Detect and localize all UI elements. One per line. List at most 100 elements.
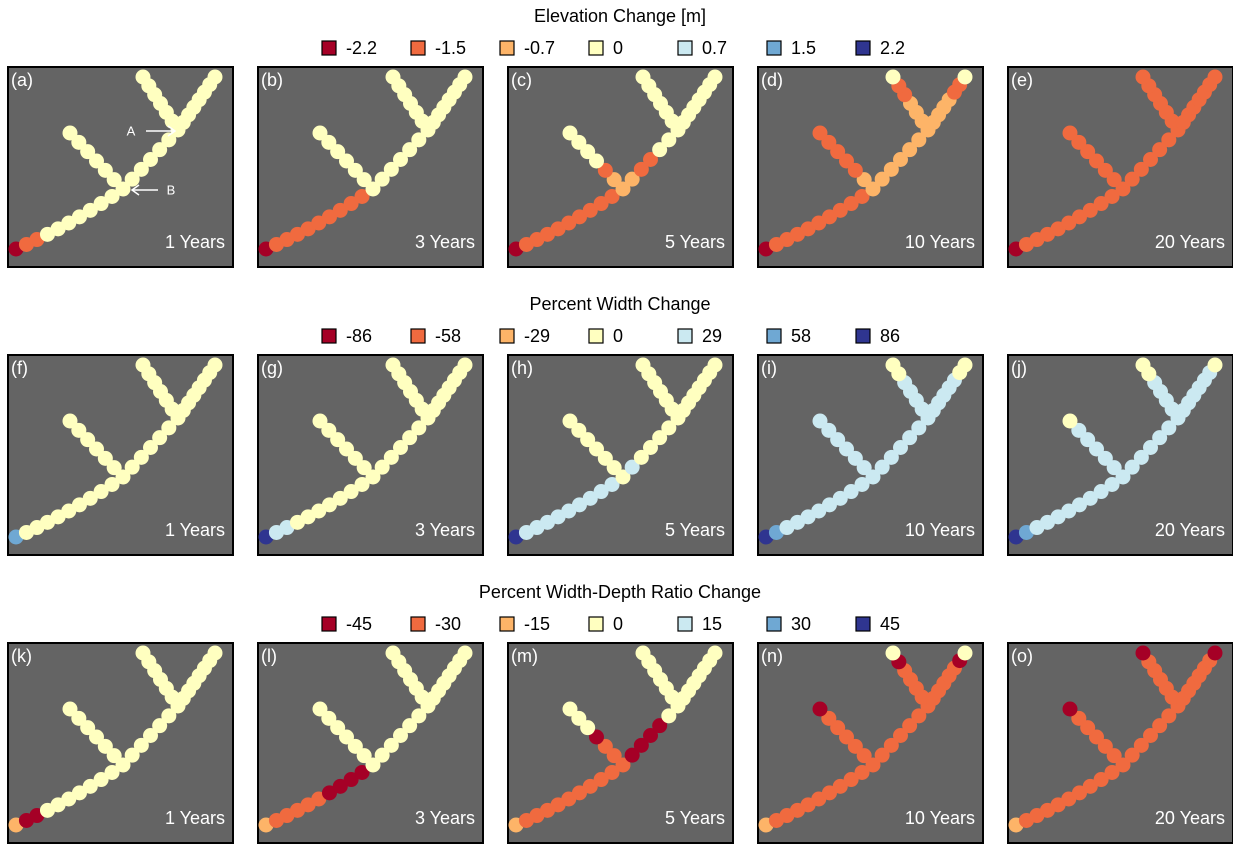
dot bbox=[354, 188, 370, 204]
legend-label: 86 bbox=[880, 326, 900, 346]
dot bbox=[1135, 645, 1151, 661]
dot bbox=[843, 484, 859, 500]
dot bbox=[97, 450, 113, 466]
dot bbox=[606, 748, 622, 764]
legend-label: 0 bbox=[613, 614, 623, 634]
dot bbox=[839, 441, 854, 457]
panel-label: (b) bbox=[261, 70, 283, 90]
dot bbox=[1080, 720, 1096, 736]
dot bbox=[1080, 432, 1096, 448]
dot bbox=[633, 449, 649, 465]
dot bbox=[604, 476, 620, 492]
legend-swatch bbox=[410, 328, 426, 344]
dot bbox=[562, 701, 578, 717]
dot bbox=[885, 645, 901, 661]
dot bbox=[1115, 757, 1131, 773]
dot bbox=[330, 720, 346, 736]
dot bbox=[457, 357, 473, 373]
dot bbox=[321, 497, 337, 513]
dot bbox=[604, 764, 620, 780]
dot bbox=[71, 422, 87, 438]
legend-label: -0.7 bbox=[524, 38, 555, 58]
dot bbox=[71, 134, 87, 150]
dot bbox=[339, 441, 354, 457]
legend-label: 0 bbox=[613, 38, 623, 58]
dot bbox=[571, 785, 587, 801]
dot bbox=[321, 710, 337, 726]
chart-title: Percent Width Change bbox=[529, 294, 710, 314]
dot bbox=[1207, 645, 1223, 661]
dot bbox=[1143, 728, 1158, 743]
dot bbox=[652, 142, 668, 158]
dot bbox=[606, 172, 622, 188]
legend-swatch bbox=[677, 616, 693, 632]
panel-label: (j) bbox=[1011, 358, 1027, 378]
panel: (d) 10 Years bbox=[757, 66, 984, 268]
dot bbox=[812, 125, 828, 141]
legend-label: -86 bbox=[346, 326, 372, 346]
dot bbox=[93, 484, 109, 500]
legend-label: 1.5 bbox=[791, 38, 816, 58]
dot bbox=[633, 161, 649, 177]
dot bbox=[71, 497, 87, 513]
legend-swatch bbox=[855, 616, 871, 632]
dot bbox=[589, 441, 604, 457]
dot bbox=[356, 172, 372, 188]
dot bbox=[374, 171, 390, 187]
dot bbox=[624, 747, 640, 763]
dot bbox=[635, 357, 651, 373]
dot bbox=[393, 728, 408, 743]
dot bbox=[1104, 188, 1120, 204]
dot bbox=[1152, 430, 1168, 446]
dot bbox=[652, 718, 668, 734]
dot bbox=[589, 729, 604, 745]
legend-swatch bbox=[588, 40, 604, 56]
panel: (n) 10 Years bbox=[757, 642, 984, 844]
dot bbox=[354, 476, 370, 492]
dot bbox=[615, 181, 631, 197]
panel-time: 3 Years bbox=[415, 232, 475, 252]
dot bbox=[1115, 181, 1131, 197]
dot bbox=[571, 710, 587, 726]
dot bbox=[874, 459, 890, 475]
panel: (b) 3 Years bbox=[257, 66, 484, 268]
dot bbox=[321, 209, 337, 225]
dot bbox=[854, 764, 870, 780]
panel-time: 20 Years bbox=[1155, 232, 1225, 252]
dot bbox=[143, 728, 158, 743]
legend-label: -58 bbox=[435, 326, 461, 346]
dot bbox=[593, 772, 609, 788]
dot bbox=[580, 432, 596, 448]
dot bbox=[1135, 357, 1151, 373]
dot bbox=[661, 708, 677, 724]
legend-swatch bbox=[499, 40, 515, 56]
dot bbox=[604, 188, 620, 204]
dot bbox=[339, 153, 354, 169]
dot bbox=[562, 413, 578, 429]
dot bbox=[1071, 710, 1087, 726]
dot bbox=[1133, 737, 1149, 753]
dot bbox=[1093, 772, 1109, 788]
panel: (g) 3 Years bbox=[257, 354, 484, 556]
legend-swatch bbox=[499, 328, 515, 344]
dot bbox=[1161, 420, 1177, 436]
dot bbox=[62, 125, 78, 141]
legend-swatch bbox=[677, 40, 693, 56]
dot bbox=[161, 708, 177, 724]
dot bbox=[1071, 497, 1087, 513]
dot bbox=[330, 432, 346, 448]
dot bbox=[104, 188, 120, 204]
legend-label: 15 bbox=[702, 614, 722, 634]
dot bbox=[207, 357, 223, 373]
dot bbox=[385, 69, 401, 85]
panel: (k) 1 Years bbox=[7, 642, 234, 844]
dot bbox=[1104, 764, 1120, 780]
dot bbox=[832, 490, 848, 506]
dot bbox=[133, 737, 149, 753]
dot bbox=[843, 772, 859, 788]
dot bbox=[847, 450, 863, 466]
dot bbox=[821, 209, 837, 225]
dot bbox=[62, 701, 78, 717]
dot bbox=[1124, 747, 1140, 763]
